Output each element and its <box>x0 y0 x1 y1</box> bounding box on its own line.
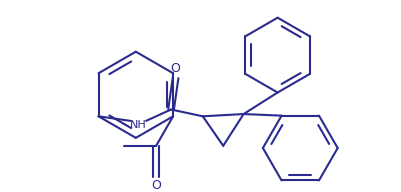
Text: O: O <box>151 179 161 192</box>
Text: NH: NH <box>130 120 146 130</box>
Text: O: O <box>170 62 180 75</box>
